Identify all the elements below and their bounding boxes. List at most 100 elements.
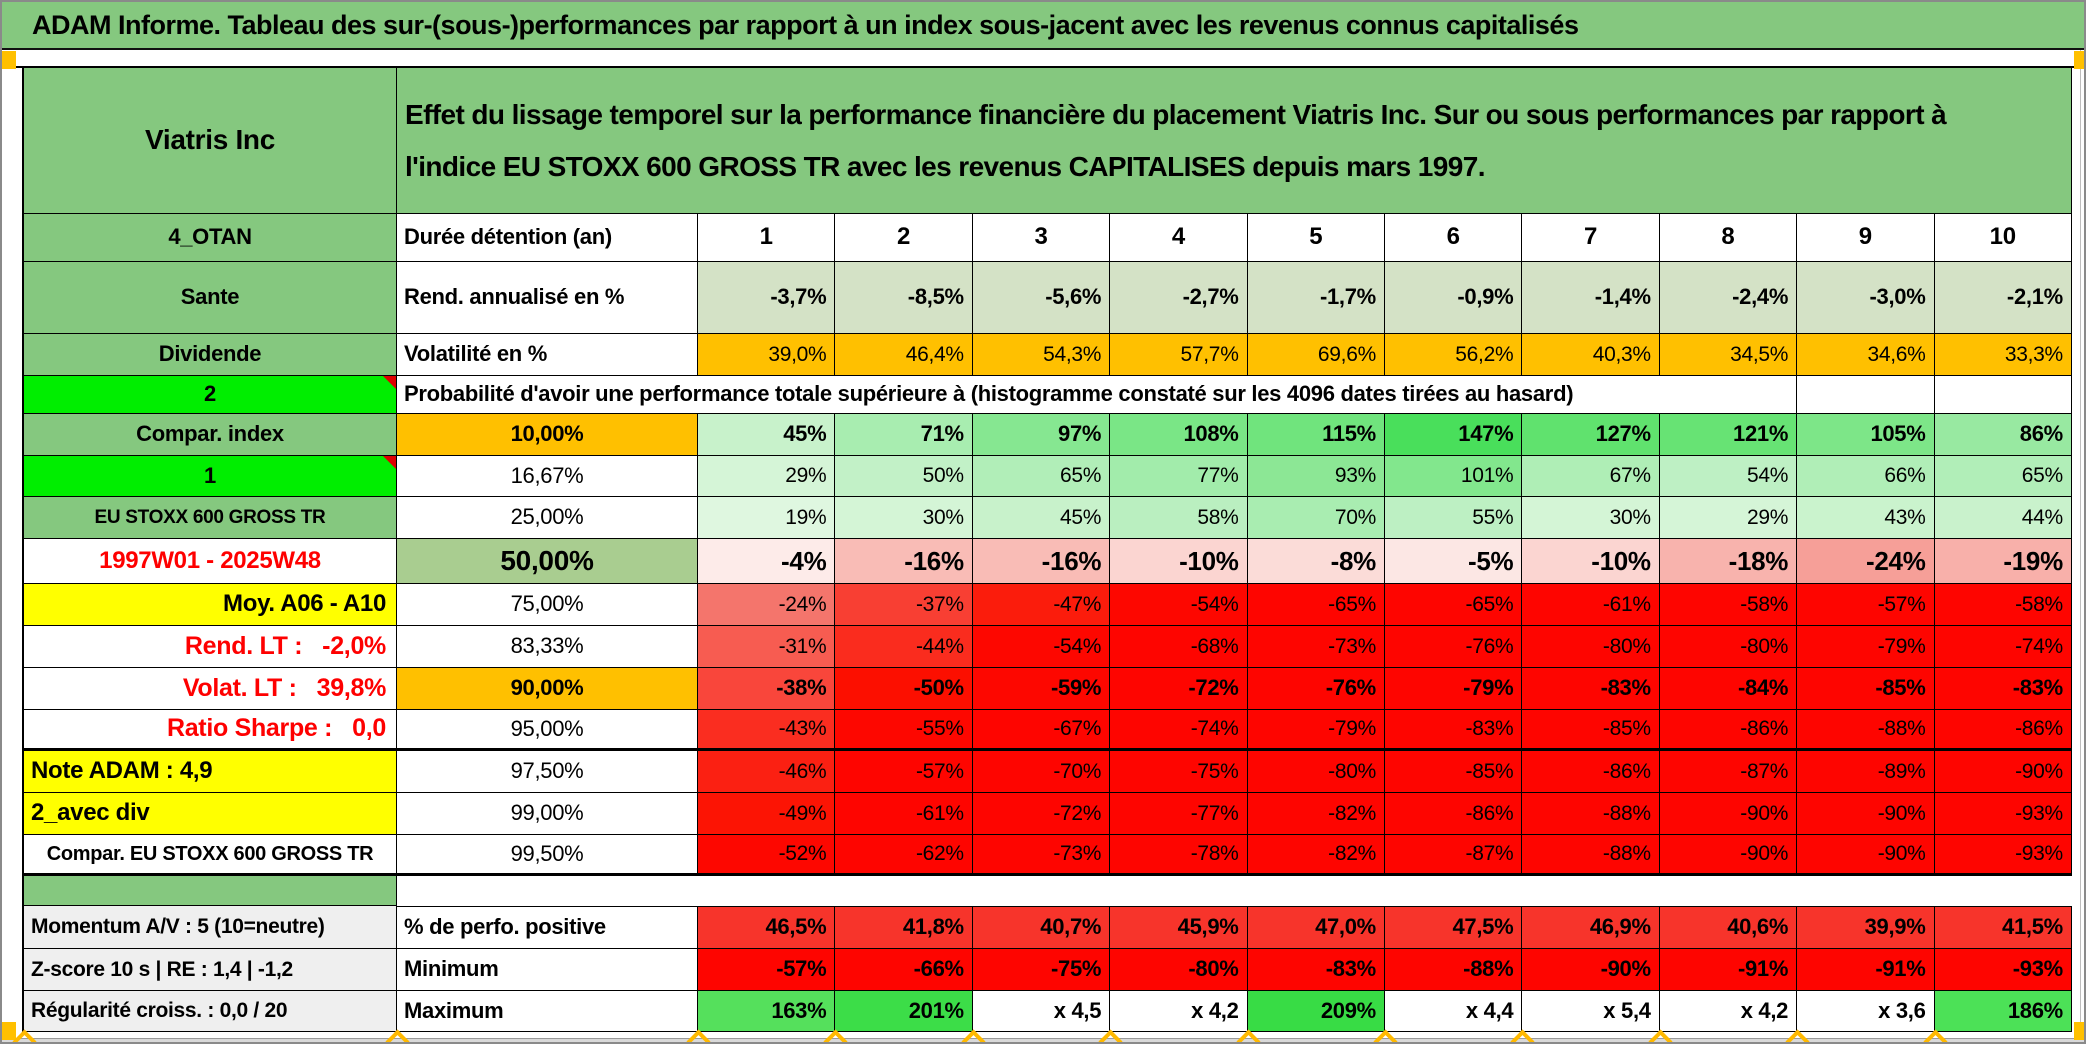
data-cell[interactable]: -85% [1384, 751, 1523, 793]
data-cell[interactable]: 127% [1522, 414, 1660, 456]
data-cell[interactable]: -10% [1110, 539, 1248, 584]
data-cell[interactable]: 45,9% [1110, 906, 1248, 949]
data-cell[interactable]: 147% [1384, 414, 1523, 456]
data-cell[interactable]: -5,6% [972, 262, 1111, 334]
data-cell[interactable]: 8 [1659, 214, 1798, 262]
data-cell[interactable]: 121% [1659, 414, 1798, 456]
metric-label-cell[interactable]: 16,67% [397, 456, 698, 497]
data-cell[interactable]: 105% [1797, 414, 1935, 456]
metric-label-cell[interactable]: 99,00% [397, 793, 698, 835]
data-cell[interactable]: -77% [1110, 793, 1248, 835]
row-label-cell[interactable]: Z-score 10 s | RE : 1,4 | -1,2 [24, 949, 397, 991]
data-cell[interactable]: -10% [1522, 539, 1660, 584]
data-cell[interactable]: -38% [698, 668, 836, 710]
data-cell[interactable]: 1 [698, 214, 836, 262]
metric-label-cell[interactable]: 75,00% [397, 584, 698, 626]
data-cell[interactable]: 40,3% [1522, 334, 1660, 376]
data-cell[interactable]: -93% [1934, 835, 2072, 876]
data-cell[interactable]: -58% [1659, 584, 1798, 626]
data-cell[interactable]: 58% [1110, 497, 1248, 539]
data-cell[interactable]: -73% [1247, 626, 1385, 668]
data-cell[interactable]: -61% [1522, 584, 1660, 626]
data-cell[interactable]: 47,0% [1247, 906, 1385, 949]
data-cell[interactable]: -88% [1522, 835, 1660, 876]
row-label-cell[interactable]: Momentum A/V : 5 (10=neutre) [24, 906, 397, 949]
data-cell[interactable]: -93% [1934, 793, 2072, 835]
data-cell[interactable]: x 4,2 [1659, 991, 1798, 1032]
data-cell[interactable]: -80% [1110, 949, 1248, 991]
data-cell[interactable]: -75% [1110, 751, 1248, 793]
data-cell[interactable]: -62% [835, 835, 973, 876]
data-cell[interactable]: 45% [972, 497, 1111, 539]
data-cell[interactable]: -75% [972, 949, 1111, 991]
data-cell[interactable]: -57% [835, 751, 973, 793]
data-cell[interactable]: -86% [1522, 751, 1660, 793]
row-label-cell[interactable]: 4_OTAN [24, 214, 397, 262]
data-cell[interactable]: -8% [1247, 539, 1385, 584]
data-cell[interactable]: -55% [835, 710, 973, 751]
data-cell[interactable]: -2,1% [1934, 262, 2072, 334]
data-cell[interactable]: 93% [1247, 456, 1385, 497]
data-cell[interactable]: 46,9% [1522, 906, 1660, 949]
data-cell[interactable]: -89% [1797, 751, 1935, 793]
data-cell[interactable]: 39,0% [698, 334, 836, 376]
data-cell[interactable]: -82% [1247, 835, 1385, 876]
data-cell[interactable]: -76% [1247, 668, 1385, 710]
row-label-cell[interactable]: 1997W01 - 2025W48 [24, 539, 397, 584]
metric-label-cell[interactable]: Maximum [397, 991, 698, 1032]
data-cell[interactable]: 3 [972, 214, 1111, 262]
data-cell[interactable]: 56,2% [1384, 334, 1523, 376]
data-cell[interactable]: -86% [1384, 793, 1523, 835]
row-label-cell[interactable]: Compar. EU STOXX 600 GROSS TR [24, 835, 397, 876]
data-cell[interactable]: -43% [698, 710, 836, 751]
row-label-cell[interactable]: 2_avec div [24, 793, 397, 835]
metric-label-cell[interactable]: 50,00% [397, 539, 698, 584]
data-cell[interactable]: -76% [1384, 626, 1523, 668]
data-cell[interactable]: 34,6% [1797, 334, 1935, 376]
data-cell[interactable]: 67% [1522, 456, 1660, 497]
data-cell[interactable]: x 4,4 [1384, 991, 1523, 1032]
row-label-cell[interactable]: Ratio Sharpe : 0,0 [24, 710, 397, 751]
data-cell[interactable]: 101% [1384, 456, 1523, 497]
data-cell[interactable]: 66% [1797, 456, 1935, 497]
data-cell[interactable]: -2,7% [1110, 262, 1248, 334]
data-cell[interactable]: 30% [835, 497, 973, 539]
data-cell[interactable]: -83% [1384, 710, 1523, 751]
data-cell[interactable]: -2,4% [1659, 262, 1798, 334]
data-cell[interactable]: -91% [1797, 949, 1935, 991]
data-cell[interactable]: -90% [1659, 793, 1798, 835]
data-cell[interactable]: -47% [972, 584, 1111, 626]
data-cell[interactable]: -90% [1522, 949, 1660, 991]
data-cell[interactable]: 4 [1110, 214, 1248, 262]
data-cell[interactable]: 71% [835, 414, 973, 456]
empty-cell[interactable] [1797, 376, 1935, 414]
data-cell[interactable]: -57% [698, 949, 836, 991]
data-cell[interactable]: -72% [1110, 668, 1248, 710]
metric-label-cell[interactable]: 95,00% [397, 710, 698, 751]
data-cell[interactable]: 41,5% [1934, 906, 2072, 949]
row-label-cell[interactable]: Volat. LT : 39,8% [24, 668, 397, 710]
data-cell[interactable]: 46,5% [698, 906, 836, 949]
data-cell[interactable]: -57% [1797, 584, 1935, 626]
data-cell[interactable]: -37% [835, 584, 973, 626]
row-label-cell[interactable] [24, 876, 397, 906]
data-cell[interactable]: -19% [1934, 539, 2072, 584]
data-cell[interactable]: -79% [1797, 626, 1935, 668]
data-cell[interactable]: -65% [1247, 584, 1385, 626]
data-cell[interactable]: -90% [1659, 835, 1798, 876]
data-cell[interactable]: -74% [1110, 710, 1248, 751]
data-cell[interactable]: 77% [1110, 456, 1248, 497]
metric-label-cell[interactable]: Volatilité en % [397, 334, 698, 376]
data-cell[interactable]: 97% [972, 414, 1111, 456]
data-cell[interactable]: 40,7% [972, 906, 1111, 949]
data-cell[interactable]: -85% [1797, 668, 1935, 710]
data-cell[interactable]: 40,6% [1659, 906, 1798, 949]
data-cell[interactable]: -79% [1247, 710, 1385, 751]
data-cell[interactable]: -91% [1659, 949, 1798, 991]
data-cell[interactable]: 44% [1934, 497, 2072, 539]
data-cell[interactable]: 19% [698, 497, 836, 539]
data-cell[interactable]: 50% [835, 456, 973, 497]
data-cell[interactable]: 33,3% [1934, 334, 2072, 376]
data-cell[interactable]: -74% [1934, 626, 2072, 668]
row-label-cell[interactable]: EU STOXX 600 GROSS TR [24, 497, 397, 539]
